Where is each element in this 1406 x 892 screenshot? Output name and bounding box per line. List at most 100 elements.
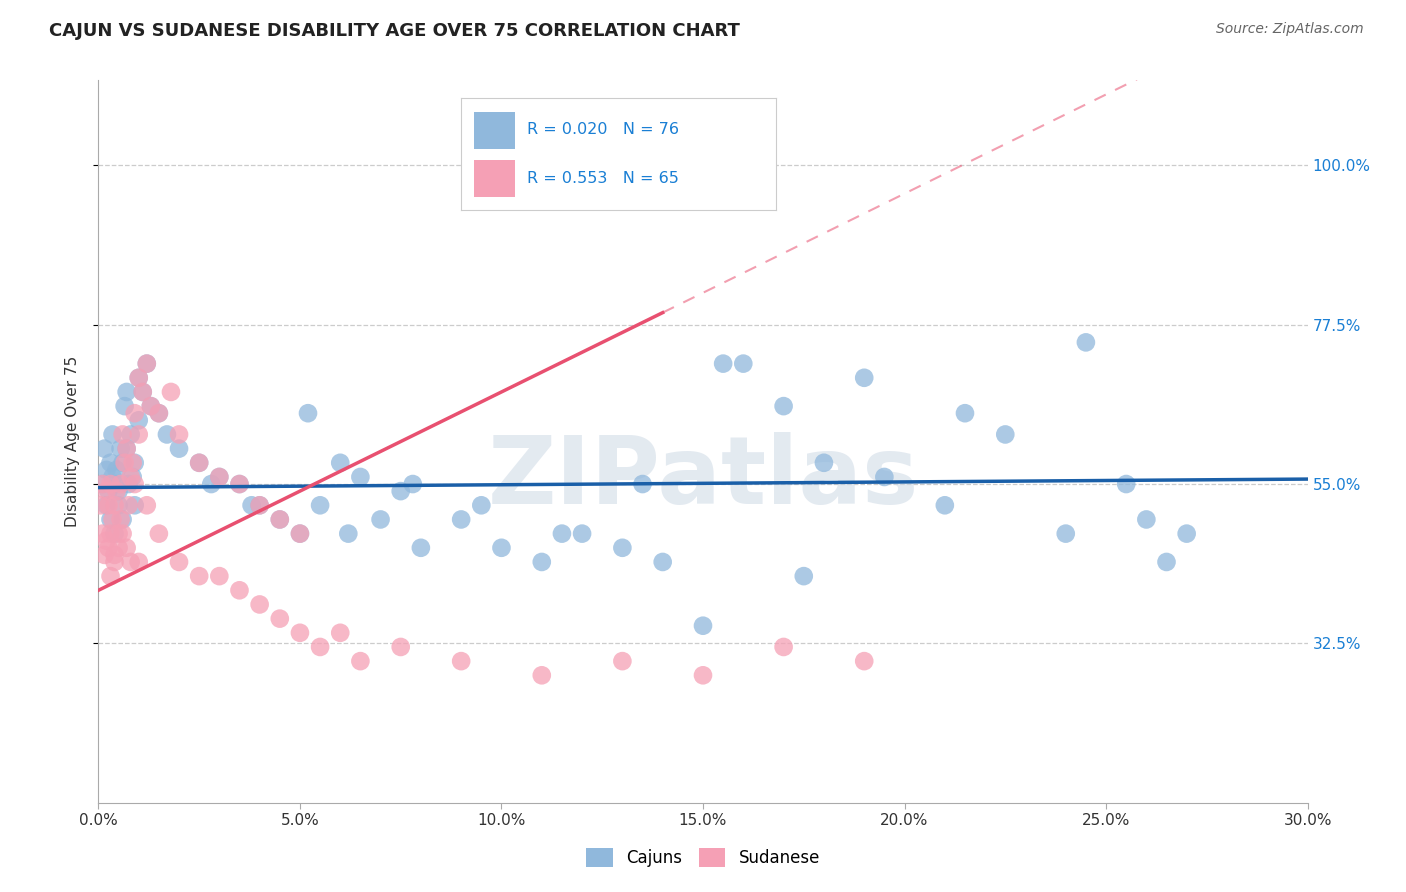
Point [249,498,271,512]
Point [91,526,114,541]
Point [612,541,634,555]
Point [105,484,128,499]
Point [128,413,150,427]
Point [100,526,122,541]
Point [873,470,896,484]
Point [135,357,157,371]
Point [107,484,129,499]
Point [692,618,714,632]
Text: Source: ZipAtlas.com: Source: ZipAtlas.com [1216,22,1364,37]
Point [124,456,146,470]
Point [288,526,311,541]
Point [97,541,120,555]
Point [96,498,118,512]
Point [100,456,122,470]
Point [1054,526,1077,541]
Point [97,484,120,499]
Point [953,406,976,420]
Point [188,456,211,470]
Point [208,569,231,583]
Point [115,442,138,456]
Point [793,569,815,583]
Point [249,598,271,612]
Text: CAJUN VS SUDANESE DISABILITY AGE OVER 75 CORRELATION CHART: CAJUN VS SUDANESE DISABILITY AGE OVER 75… [49,22,740,40]
Point [1135,512,1157,526]
Point [96,533,118,548]
Point [1156,555,1178,569]
Point [120,555,142,569]
Point [110,512,132,526]
Point [1074,335,1097,350]
Point [101,427,124,442]
Point [631,477,654,491]
Point [208,470,231,484]
Point [103,477,125,491]
Point [612,654,634,668]
Point [111,526,134,541]
Point [167,442,190,456]
Point [139,399,162,413]
Point [89,498,111,512]
Point [120,427,142,442]
Point [96,484,118,499]
Point [93,548,115,562]
Point [249,498,271,512]
Point [135,498,157,512]
Point [91,477,114,491]
Point [100,569,122,583]
Point [228,477,250,491]
Point [118,498,141,512]
Point [128,371,150,385]
Point [132,384,155,399]
Point [269,512,291,526]
Point [228,477,250,491]
Point [148,526,170,541]
Point [934,498,956,512]
Point [156,427,179,442]
Point [288,526,311,541]
Point [228,583,250,598]
Point [128,427,150,442]
Point [124,406,146,420]
Point [309,640,332,654]
Point [124,477,146,491]
Point [110,477,132,491]
Point [115,442,138,456]
Point [103,498,125,512]
Point [115,541,138,555]
Point [853,371,876,385]
Point [114,456,136,470]
Point [491,541,513,555]
Point [329,456,352,470]
Point [103,555,125,569]
Point [167,555,190,569]
Point [349,654,371,668]
Point [97,498,120,512]
Point [409,541,432,555]
Point [96,463,118,477]
Point [114,399,136,413]
Point [772,640,794,654]
Point [188,569,211,583]
Point [450,654,472,668]
Point [813,456,835,470]
Point [118,477,141,491]
Point [111,427,134,442]
Point [551,526,574,541]
Point [121,456,143,470]
Point [240,498,263,512]
Point [208,470,231,484]
Point [389,484,412,499]
Point [711,357,734,371]
Y-axis label: Disability Age Over 75: Disability Age Over 75 [65,356,80,527]
Point [148,406,170,420]
Point [337,526,360,541]
Point [733,357,755,371]
Point [124,498,146,512]
Point [994,427,1017,442]
Point [530,555,553,569]
Point [297,406,319,420]
Point [200,477,222,491]
Point [571,526,593,541]
Point [389,640,412,654]
